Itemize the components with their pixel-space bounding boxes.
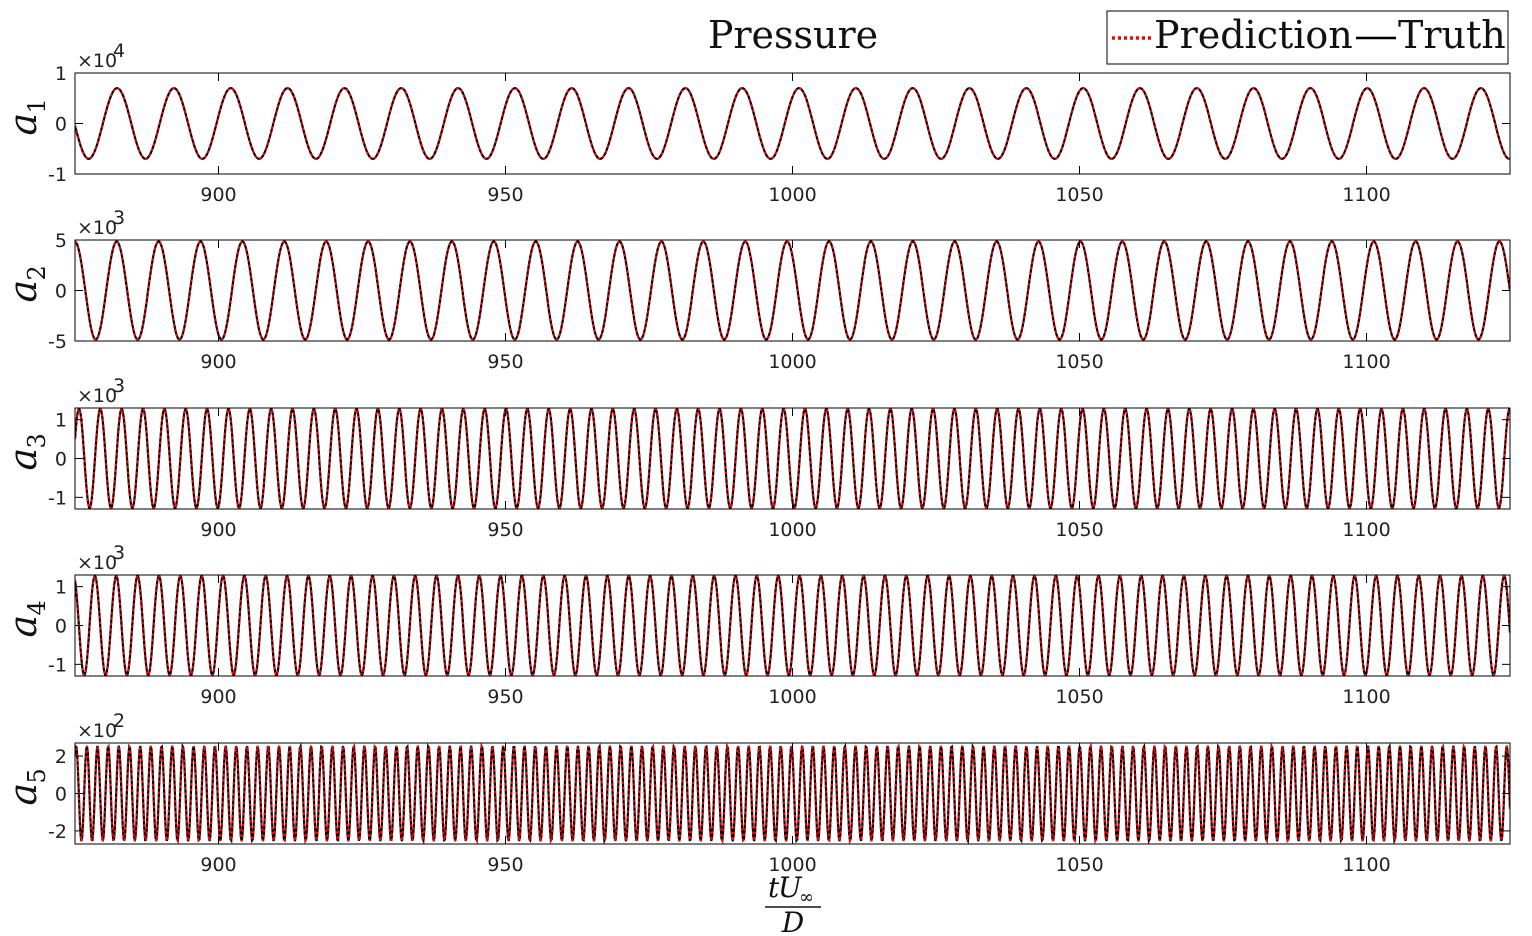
x-tick-label: 950 [487,184,523,206]
x-tick-label: 900 [200,854,236,876]
legend-box [1106,10,1509,65]
y-tick-label: -5 [48,331,67,353]
y-tick-label: 1 [55,577,67,599]
panel-5-plot-area [75,743,1510,844]
x-tick-label: 900 [200,519,236,541]
y-tick-label: 1 [55,63,67,85]
legend-prediction-label: Prediction [1154,13,1353,57]
x-label-inf: ∞ [799,887,814,908]
legend-truth-label: Truth [1398,13,1506,57]
legend: Prediction Truth [1106,10,1509,65]
series-truth-line [75,575,1510,676]
y-exponent-base: ×10 [77,720,117,742]
x-tick-label: 1100 [1342,519,1390,541]
x-tick-label: 900 [200,351,236,373]
y-label-a: a [1,448,45,471]
y-exponent-power: 2 [113,710,125,732]
y-exponent-base: ×10 [77,552,117,574]
series-prediction-line [75,575,1510,676]
y-label-a: a [1,615,45,638]
x-tick-label: 950 [487,351,523,373]
series-prediction-line [75,408,1510,509]
y-tick-label: -1 [48,164,67,186]
x-tick-label: 1000 [768,519,816,541]
y-exponent-power: 3 [113,542,125,564]
y-label-a: a [1,280,45,303]
x-tick-label: 950 [487,854,523,876]
panel-4-plot-area [75,575,1510,676]
y-axis-label: a3 [1,433,51,470]
y-tick-label: -1 [48,654,67,676]
y-exponent-base: ×10 [77,217,117,239]
series-truth-line [75,87,1510,160]
series-truth-line [75,743,1510,844]
x-axis-label: t U ∞ D [765,871,821,936]
y-tick-label: 0 [55,281,67,303]
x-label-d: D [781,906,804,936]
panel-1-plot-area [75,87,1510,160]
x-tick-label: 1100 [1342,854,1390,876]
y-axis-label: a4 [1,600,51,637]
y-tick-label: 0 [55,616,67,638]
x-tick-label: 1050 [1055,854,1103,876]
y-axis-label: a1 [1,98,51,135]
x-tick-label: 1050 [1055,184,1103,206]
x-label-u: U [778,871,803,904]
x-label-t: t [768,871,780,904]
y-exponent-base: ×10 [77,50,117,72]
y-label-a: a [1,113,45,136]
y-tick-label: -2 [48,821,67,843]
y-label-subscript: 3 [23,433,51,448]
panel-2-plot-area [75,240,1510,341]
y-exponent-base: ×10 [77,385,117,407]
y-tick-label: 2 [55,746,67,768]
y-exponent-power: 3 [113,207,125,229]
series-prediction-line [75,240,1510,341]
x-tick-label: 1100 [1342,686,1390,708]
x-tick-label: 1050 [1055,519,1103,541]
y-axis-label: a5 [1,768,51,805]
y-label-subscript: 2 [23,265,51,280]
y-label-a: a [1,783,45,806]
y-tick-label: 5 [55,230,67,252]
y-exponent-power: 4 [113,40,125,62]
x-tick-label: 1100 [1342,184,1390,206]
panel-4: 900 950 1000 1050 1100 -1 0 1 ×103 a4 [1,542,1511,708]
x-tick-label: 1050 [1055,351,1103,373]
x-tick-label: 900 [200,686,236,708]
x-tick-label: 1000 [768,854,816,876]
x-tick-label: 950 [487,686,523,708]
y-tick-label: 1 [55,410,67,432]
x-tick-label: 1050 [1055,686,1103,708]
x-tick-label: 1100 [1342,351,1390,373]
chart-title: Pressure [708,13,878,57]
y-label-subscript: 1 [23,98,51,113]
y-tick-label: -1 [48,487,67,509]
x-tick-label: 1000 [768,351,816,373]
panel-3-plot-area [75,408,1510,509]
y-tick-label: 0 [55,449,67,471]
panel-2: 900 950 1000 1050 1100 -5 0 5 ×103 a2 [1,207,1511,373]
x-tick-label: 1000 [768,184,816,206]
y-tick-label: 0 [55,114,67,136]
y-label-subscript: 5 [23,768,51,783]
x-tick-label: 900 [200,184,236,206]
y-axis-label: a2 [1,265,51,302]
x-tick-label: 950 [487,519,523,541]
x-tick-label: 1000 [768,686,816,708]
y-tick-label: 0 [55,784,67,806]
y-exponent-power: 3 [113,375,125,397]
y-label-subscript: 4 [23,600,51,615]
